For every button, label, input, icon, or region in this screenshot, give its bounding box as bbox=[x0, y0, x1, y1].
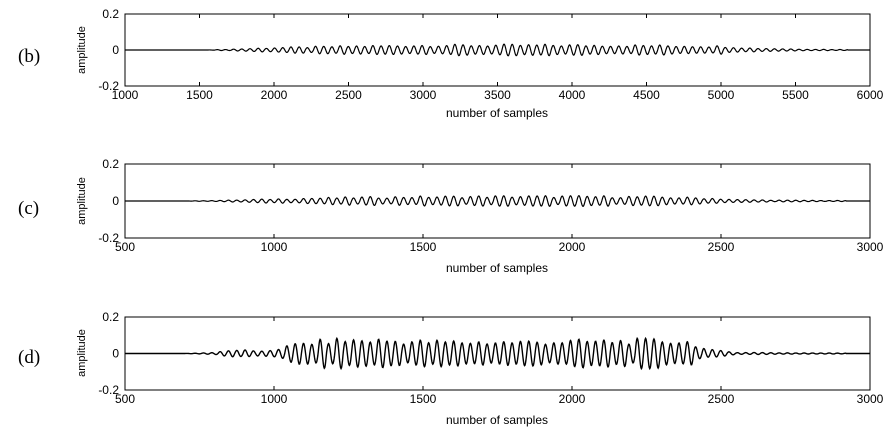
panel-c: (c) amplitude number of samples 500 1000 1… bbox=[18, 157, 884, 275]
x-tick-label: 2000 bbox=[559, 392, 586, 406]
x-tick-label: 5500 bbox=[782, 88, 809, 102]
x-tick-label: 1000 bbox=[112, 88, 139, 102]
panel-b: (b) amplitude number of samples 1000 1500… bbox=[18, 7, 884, 120]
y-axis-label: amplitude bbox=[76, 177, 88, 225]
x-tick-label: 3000 bbox=[410, 88, 437, 102]
waveform-line bbox=[125, 43, 870, 57]
panel-d: (d) amplitude number of samples 500 1000 1… bbox=[18, 310, 884, 427]
x-tick-label: 1000 bbox=[261, 392, 288, 406]
y-axis-label: amplitude bbox=[76, 329, 88, 377]
waveform-line bbox=[125, 194, 870, 207]
x-tick-label: 1500 bbox=[410, 392, 437, 406]
y-tick-label: 0 bbox=[112, 347, 119, 361]
y-tick-label: 0 bbox=[112, 194, 119, 208]
x-tick-label: 2000 bbox=[559, 240, 586, 254]
x-tick-label: 3000 bbox=[857, 392, 884, 406]
x-tick-label: 1500 bbox=[186, 88, 213, 102]
waveform-line bbox=[125, 336, 870, 371]
tick-group: 1000 1500 2000 2500 3000 3500 4000 4500 5000 5500… bbox=[98, 7, 883, 102]
y-tick-label: -0.2 bbox=[98, 231, 119, 245]
y-tick-label: -0.2 bbox=[98, 383, 119, 397]
x-axis-label: number of samples bbox=[446, 413, 548, 427]
x-tick-label: 2500 bbox=[708, 392, 735, 406]
x-tick-label: 5000 bbox=[708, 88, 735, 102]
tick-group: 500 1000 1500 2000 2500 3000 0.2 0 -0.2 bbox=[98, 310, 883, 406]
panel-label: (c) bbox=[18, 198, 39, 219]
x-tick-label: 6000 bbox=[857, 88, 884, 102]
x-tick-label: 1000 bbox=[261, 240, 288, 254]
y-tick-label: 0.2 bbox=[102, 157, 119, 171]
x-tick-label: 3500 bbox=[484, 88, 511, 102]
tick-group: 500 1000 1500 2000 2500 3000 0.2 0 -0.2 bbox=[98, 157, 883, 254]
panel-label: (b) bbox=[18, 46, 40, 67]
y-tick-label: 0 bbox=[112, 43, 119, 57]
x-tick-label: 4000 bbox=[559, 88, 586, 102]
y-tick-label: -0.2 bbox=[98, 79, 119, 93]
x-tick-label: 3000 bbox=[857, 240, 884, 254]
x-tick-label: 2500 bbox=[335, 88, 362, 102]
x-tick-label: 1500 bbox=[410, 240, 437, 254]
y-tick-label: 0.2 bbox=[102, 310, 119, 324]
y-tick-label: 0.2 bbox=[102, 7, 119, 21]
x-tick-label: 500 bbox=[115, 240, 135, 254]
x-tick-label: 4500 bbox=[633, 88, 660, 102]
x-tick-label: 2000 bbox=[261, 88, 288, 102]
panel-label: (d) bbox=[18, 347, 40, 368]
x-axis-label: number of samples bbox=[446, 261, 548, 275]
x-tick-label: 2500 bbox=[708, 240, 735, 254]
x-tick-label: 500 bbox=[115, 392, 135, 406]
y-axis-label: amplitude bbox=[76, 26, 88, 74]
x-axis-label: number of samples bbox=[446, 106, 548, 120]
